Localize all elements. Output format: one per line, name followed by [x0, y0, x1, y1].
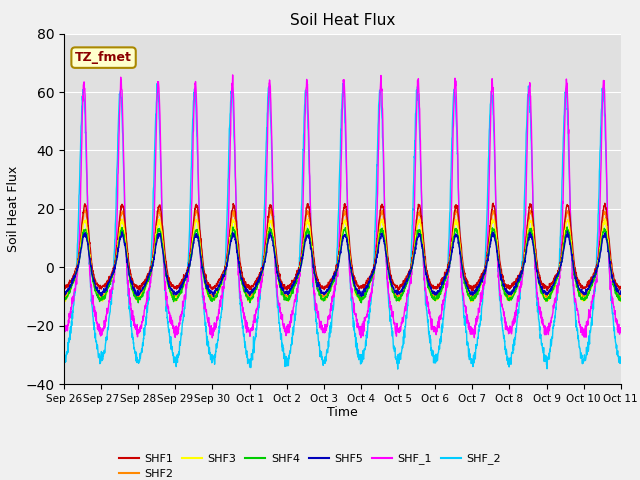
Title: Soil Heat Flux: Soil Heat Flux: [290, 13, 395, 28]
Text: TZ_fmet: TZ_fmet: [75, 51, 132, 64]
Y-axis label: Soil Heat Flux: Soil Heat Flux: [6, 166, 20, 252]
Legend: SHF1, SHF2, SHF3, SHF4, SHF5, SHF_1, SHF_2: SHF1, SHF2, SHF3, SHF4, SHF5, SHF_1, SHF…: [114, 449, 506, 480]
X-axis label: Time: Time: [327, 407, 358, 420]
